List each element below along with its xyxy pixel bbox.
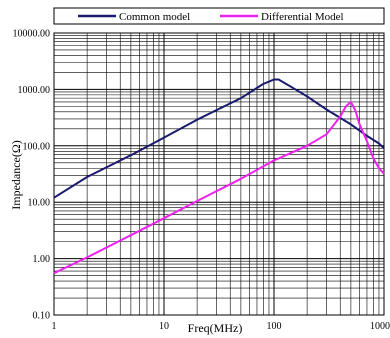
y-tick-label: 1.00: [33, 254, 51, 265]
y-tick-label: 1000.00: [18, 85, 51, 96]
legend: Common model Differential Model: [53, 7, 385, 25]
y-tick-label: 10000.00: [13, 29, 51, 40]
x-tick-label: 1: [52, 321, 57, 332]
y-axis-title: Impedance(Ω): [9, 140, 23, 210]
legend-label-differential-model: Differential Model: [261, 11, 344, 23]
plot-border: [53, 32, 385, 316]
grid-lines: [53, 33, 384, 316]
legend-box: [53, 7, 385, 25]
y-tick-label: 10.00: [28, 198, 51, 209]
y-tick-label: 0.10: [33, 311, 51, 322]
legend-label-common-model: Common model: [119, 11, 190, 23]
x-tick-labels: 1 10 100 1000: [52, 321, 390, 332]
y-tick-label: 100.00: [23, 141, 51, 152]
data-series: [53, 78, 385, 275]
x-axis-title: Freq(MHz): [188, 321, 243, 335]
y-tick-labels: 10000.00 1000.00 100.00 10.00 1.00 0.10: [13, 29, 51, 322]
x-tick-label: 100: [267, 321, 282, 332]
x-tick-label: 10: [159, 321, 169, 332]
x-tick-label: 1000: [370, 321, 390, 332]
series-line-common-model: [53, 78, 385, 199]
series-line-differential-model: [53, 100, 385, 275]
